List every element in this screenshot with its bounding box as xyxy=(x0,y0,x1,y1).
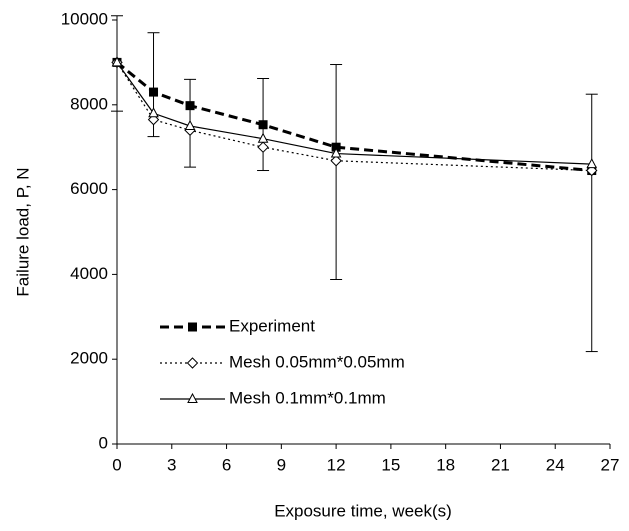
legend-marker xyxy=(188,322,197,332)
y-tick-label: 2000 xyxy=(70,349,108,368)
y-tick-label: 0 xyxy=(99,433,108,452)
y-tick-label: 4000 xyxy=(70,264,108,283)
data-point xyxy=(257,141,269,153)
legend-label: Experiment xyxy=(229,316,315,335)
data-point xyxy=(148,107,159,118)
x-tick-label: 9 xyxy=(277,455,286,474)
x-tick-label: 0 xyxy=(112,455,121,474)
legend-label: Mesh 0.05mm*0.05mm xyxy=(229,352,405,371)
series-line xyxy=(116,62,592,165)
legend-label: Mesh 0.1mm*0.1mm xyxy=(229,388,386,407)
data-point xyxy=(149,87,159,97)
data-point xyxy=(184,119,196,130)
series-line xyxy=(116,62,592,172)
x-tick-label: 18 xyxy=(436,455,455,474)
x-tick-label: 15 xyxy=(381,455,400,474)
data-point xyxy=(111,56,123,67)
data-point xyxy=(330,147,342,158)
data-point xyxy=(330,155,342,167)
series-line xyxy=(116,61,592,173)
y-axis-label: Failure load, P, N xyxy=(13,167,32,296)
x-tick-label: 24 xyxy=(546,455,565,474)
data-point xyxy=(331,142,341,152)
x-axis-label: Exposure time, week(s) xyxy=(274,501,452,520)
x-tick-label: 21 xyxy=(491,455,510,474)
data-point xyxy=(258,120,268,130)
x-tick-label: 12 xyxy=(327,455,346,474)
x-tick-label: 3 xyxy=(167,455,176,474)
data-point xyxy=(257,132,269,143)
data-point xyxy=(185,101,195,111)
y-tick-label: 8000 xyxy=(70,94,108,113)
y-tick-label: 10000 xyxy=(61,9,108,28)
legend-marker xyxy=(187,392,198,403)
x-tick-label: 27 xyxy=(601,455,620,474)
legend-marker xyxy=(186,357,199,369)
data-point xyxy=(586,158,598,169)
x-tick-label: 6 xyxy=(222,455,231,474)
y-tick-label: 6000 xyxy=(70,179,108,198)
